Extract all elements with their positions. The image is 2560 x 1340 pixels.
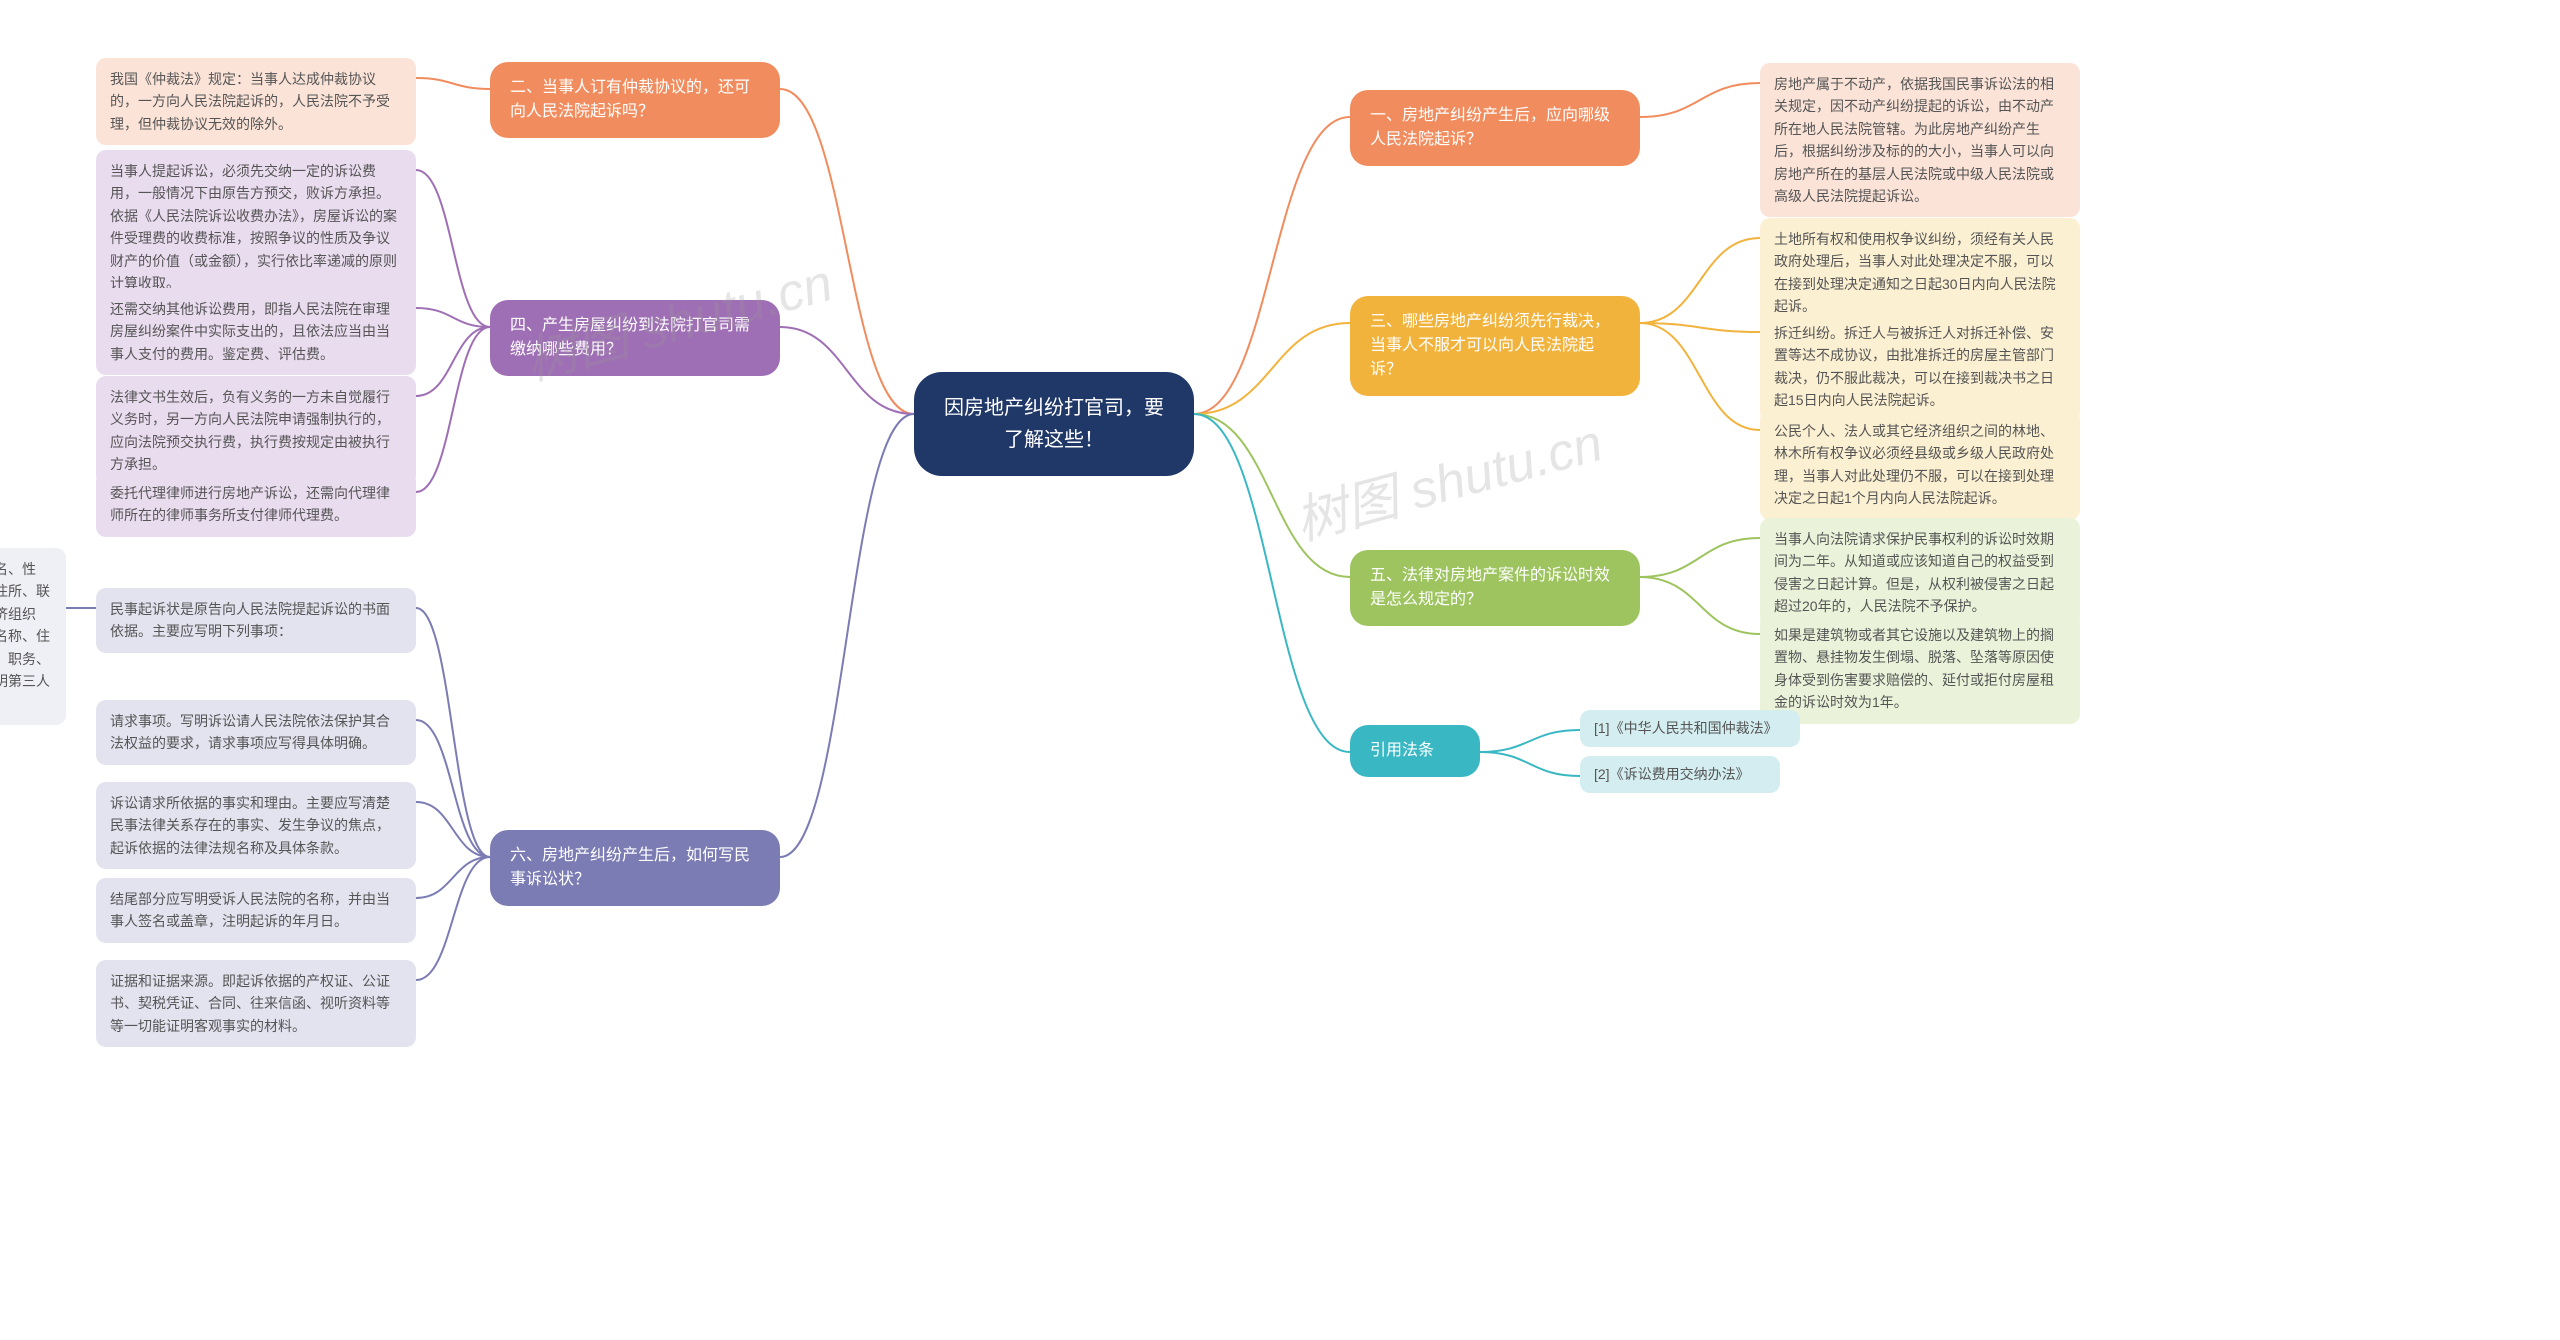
leaf-b3-1[interactable]: 拆迁纠纷。拆迁人与被拆迁人对拆迁补偿、安置等达不成协议，由批准拆迁的房屋主管部门… bbox=[1760, 312, 2080, 422]
leaf-b6-4[interactable]: 证据和证据来源。即起诉依据的产权证、公证书、契税凭证、合同、往来信函、视听资料等… bbox=[96, 960, 416, 1047]
leaf-b2-0[interactable]: 我国《仲裁法》规定：当事人达成仲裁协议的，一方向人民法院起诉的，人民法院不予受理… bbox=[96, 58, 416, 145]
leaf-b4-1[interactable]: 还需交纳其他诉讼费用，即指人民法院在审理房屋纠纷案件中实际支出的，且依法应当由当… bbox=[96, 288, 416, 375]
branch-b2[interactable]: 二、当事人订有仲裁协议的，还可向人民法院起诉吗？ bbox=[490, 62, 780, 138]
leaf-b6-1[interactable]: 请求事项。写明诉讼请人民法院依法保护其合法权益的要求，请求事项应写得具体明确。 bbox=[96, 700, 416, 765]
leaf-b1-0[interactable]: 房地产属于不动产，依据我国民事诉讼法的相关规定，因不动产纠纷提起的诉讼，由不动产… bbox=[1760, 63, 2080, 217]
center-topic[interactable]: 因房地产纠纷打官司，要了解这些！ bbox=[914, 372, 1194, 476]
branch-b4[interactable]: 四、产生房屋纠纷到法院打官司需缴纳哪些费用？ bbox=[490, 300, 780, 376]
leaf-b6-0[interactable]: 民事起诉状是原告向人民法院提起诉讼的书面依据。主要应写明下列事项： bbox=[96, 588, 416, 653]
leaf-b6-3[interactable]: 结尾部分应写明受诉人民法院的名称，并由当事人签名或盖章，注明起诉的年月日。 bbox=[96, 878, 416, 943]
leaf-b4-0[interactable]: 当事人提起诉讼，必须先交纳一定的诉讼费用，一般情况下由原告方预交，败诉方承担。依… bbox=[96, 150, 416, 304]
leaf-ref-1[interactable]: [2]《诉讼费用交纳办法》 bbox=[1580, 756, 1780, 793]
leaf-b5-1[interactable]: 如果是建筑物或者其它设施以及建筑物上的搁置物、悬挂物发生倒塌、脱落、坠落等原因使… bbox=[1760, 614, 2080, 724]
branch-b3[interactable]: 三、哪些房地产纠纷须先行裁决，当事人不服才可以向人民法院起诉？ bbox=[1350, 296, 1640, 396]
branch-b1[interactable]: 一、房地产纠纷产生后，应向哪级人民法院起诉？ bbox=[1350, 90, 1640, 166]
subleaf-b6-0[interactable]: 当事人的情况。写明原告、被告的姓名、性别、年龄、民族、职业、工作单位和住所、联系… bbox=[0, 548, 66, 725]
branch-b5[interactable]: 五、法律对房地产案件的诉讼时效是怎么规定的？ bbox=[1350, 550, 1640, 626]
leaf-b5-0[interactable]: 当事人向法院请求保护民事权利的诉讼时效期间为二年。从知道或应该知道自己的权益受到… bbox=[1760, 518, 2080, 628]
leaf-b4-2[interactable]: 法律文书生效后，负有义务的一方未自觉履行义务时，另一方向人民法院申请强制执行的，… bbox=[96, 376, 416, 486]
branch-ref[interactable]: 引用法条 bbox=[1350, 725, 1480, 777]
leaf-b4-3[interactable]: 委托代理律师进行房地产诉讼，还需向代理律师所在的律师事务所支付律师代理费。 bbox=[96, 472, 416, 537]
leaf-ref-0[interactable]: [1]《中华人民共和国仲裁法》 bbox=[1580, 710, 1800, 747]
branch-b6[interactable]: 六、房地产纠纷产生后，如何写民事诉讼状？ bbox=[490, 830, 780, 906]
leaf-b3-2[interactable]: 公民个人、法人或其它经济组织之间的林地、林木所有权争议必须经县级或乡级人民政府处… bbox=[1760, 410, 2080, 520]
leaf-b6-2[interactable]: 诉讼请求所依据的事实和理由。主要应写清楚民事法律关系存在的事实、发生争议的焦点，… bbox=[96, 782, 416, 869]
